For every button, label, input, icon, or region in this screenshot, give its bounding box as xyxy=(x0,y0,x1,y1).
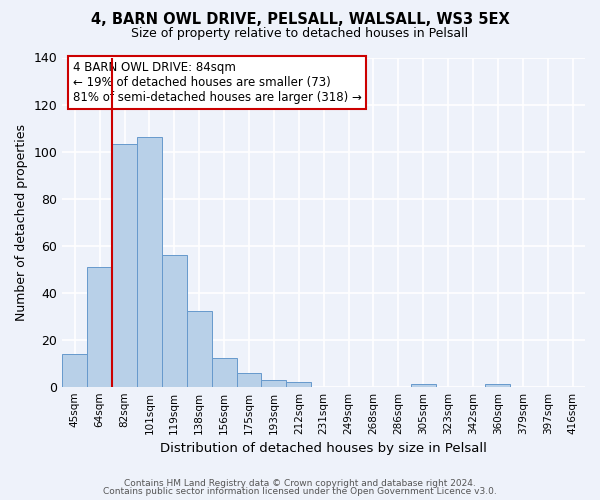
Bar xyxy=(236,372,262,386)
Text: 4 BARN OWL DRIVE: 84sqm
← 19% of detached houses are smaller (73)
81% of semi-de: 4 BARN OWL DRIVE: 84sqm ← 19% of detache… xyxy=(73,61,362,104)
Bar xyxy=(212,358,236,386)
Y-axis label: Number of detached properties: Number of detached properties xyxy=(15,124,28,320)
X-axis label: Distribution of detached houses by size in Pelsall: Distribution of detached houses by size … xyxy=(160,442,487,455)
Bar xyxy=(87,267,112,386)
Bar xyxy=(286,382,311,386)
Text: 4, BARN OWL DRIVE, PELSALL, WALSALL, WS3 5EX: 4, BARN OWL DRIVE, PELSALL, WALSALL, WS3… xyxy=(91,12,509,28)
Bar xyxy=(187,312,212,386)
Bar xyxy=(485,384,511,386)
Text: Contains HM Land Registry data © Crown copyright and database right 2024.: Contains HM Land Registry data © Crown c… xyxy=(124,478,476,488)
Bar xyxy=(411,384,436,386)
Bar xyxy=(112,144,137,386)
Text: Size of property relative to detached houses in Pelsall: Size of property relative to detached ho… xyxy=(131,28,469,40)
Text: Contains public sector information licensed under the Open Government Licence v3: Contains public sector information licen… xyxy=(103,487,497,496)
Bar xyxy=(162,255,187,386)
Bar xyxy=(262,380,286,386)
Bar xyxy=(137,138,162,386)
Bar xyxy=(62,354,87,386)
